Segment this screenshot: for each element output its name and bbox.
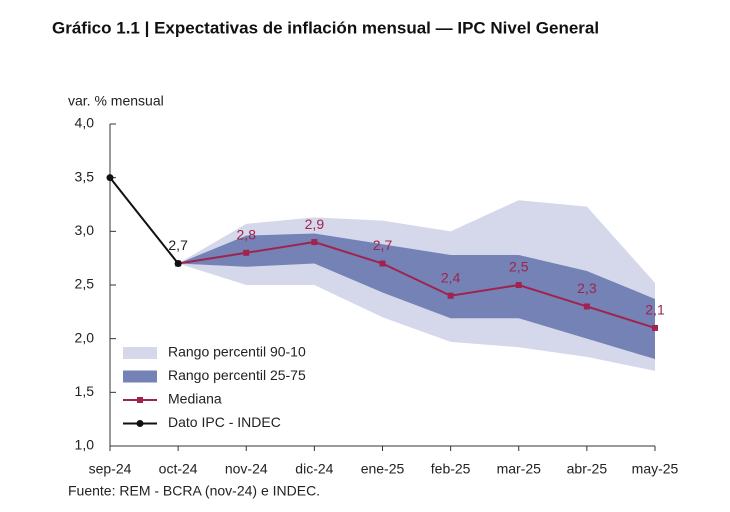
chart-title: Gráfico 1.1 | Expectativas de inflación … bbox=[52, 18, 599, 37]
x-tick-label: ene-25 bbox=[361, 461, 405, 477]
legend-label: Rango percentil 25-75 bbox=[168, 367, 306, 383]
x-tick-label: abr-25 bbox=[567, 461, 608, 477]
x-tick-label: nov-24 bbox=[225, 461, 268, 477]
data-label: 2,3 bbox=[577, 280, 597, 296]
legend-swatch bbox=[123, 347, 157, 359]
x-tick-label: dic-24 bbox=[295, 461, 333, 477]
data-label: 2,7 bbox=[168, 237, 188, 253]
range-band bbox=[178, 233, 655, 360]
point-marker bbox=[515, 282, 522, 288]
data-label: 2,4 bbox=[441, 269, 461, 285]
x-tick-label: oct-24 bbox=[159, 461, 198, 477]
data-label: 2,1 bbox=[645, 302, 665, 318]
legend-swatch bbox=[123, 370, 157, 383]
data-label: 2,7 bbox=[373, 237, 393, 253]
series-line bbox=[177, 241, 656, 329]
x-tick-label: may-25 bbox=[632, 461, 679, 477]
y-tick-label: 4,0 bbox=[75, 115, 95, 131]
x-tick-label: feb-25 bbox=[431, 461, 471, 477]
y-tick-label: 1,5 bbox=[75, 383, 95, 399]
legend-label: Dato IPC - INDEC bbox=[168, 414, 281, 430]
data-label: 2,5 bbox=[509, 259, 529, 275]
y-tick-label: 2,0 bbox=[75, 329, 95, 345]
legend-marker bbox=[137, 397, 143, 403]
data-label: 2,8 bbox=[237, 227, 257, 243]
x-tick-label: sep-24 bbox=[89, 461, 132, 477]
y-tick-label: 3,0 bbox=[75, 222, 95, 238]
source-note: Fuente: REM - BCRA (nov-24) e INDEC. bbox=[68, 483, 320, 499]
y-tick-label: 1,0 bbox=[75, 437, 95, 453]
y-tick-label: 3,5 bbox=[75, 168, 95, 184]
point-marker bbox=[174, 260, 182, 268]
legend-label: Rango percentil 90-10 bbox=[168, 344, 306, 360]
point-marker bbox=[379, 260, 386, 267]
y-tick-label: 2,5 bbox=[75, 276, 95, 292]
point-marker bbox=[652, 324, 658, 331]
x-tick-label: mar-25 bbox=[497, 461, 542, 477]
point-marker bbox=[243, 249, 250, 256]
data-label: 2,9 bbox=[305, 216, 325, 232]
series-line bbox=[109, 177, 179, 265]
point-marker bbox=[447, 292, 454, 299]
point-marker bbox=[106, 174, 114, 182]
point-marker bbox=[311, 239, 318, 246]
y-axis-label: var. % mensual bbox=[68, 93, 164, 109]
point-marker bbox=[583, 303, 590, 310]
legend-label: Mediana bbox=[168, 391, 222, 407]
legend-marker bbox=[136, 420, 144, 427]
